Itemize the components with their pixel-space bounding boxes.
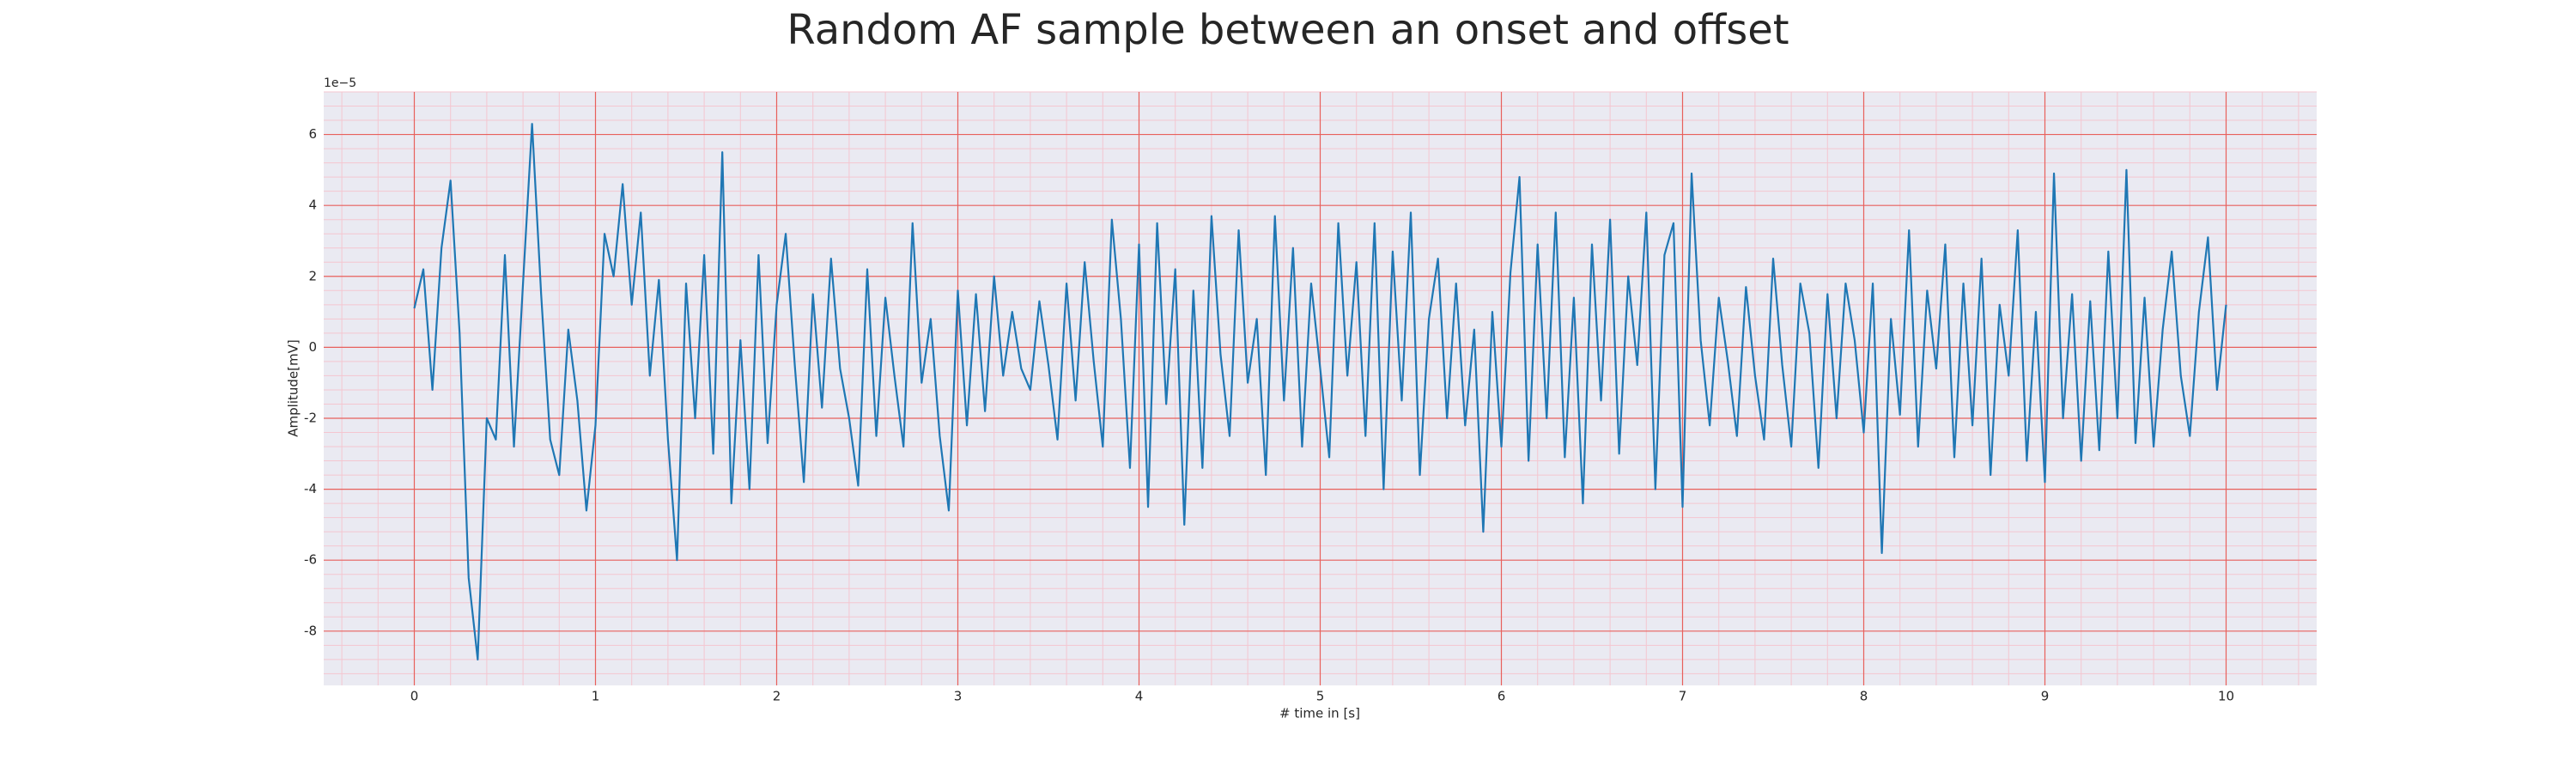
y-offset-text: 1e−5	[324, 76, 356, 90]
y-tick-label: -2	[304, 410, 317, 425]
x-tick-label: 5	[1316, 689, 1325, 704]
y-tick-label: -4	[304, 481, 317, 496]
y-tick-label: -6	[304, 552, 317, 568]
y-tick-label: 0	[308, 339, 317, 355]
x-tick-label: 6	[1498, 689, 1506, 704]
chart-title: Random AF sample between an onset and of…	[787, 6, 1789, 54]
grid	[324, 91, 2317, 685]
x-axis-label: # time in [s]	[1279, 706, 1360, 721]
x-tick-label: 1	[592, 689, 600, 704]
marks	[413, 123, 2227, 660]
x-tick-label: 10	[2218, 689, 2234, 704]
signal-line	[413, 123, 2227, 660]
labels: 0 1 2 3 4 5 6 7 8 9 10 -8 -6 -4 -2 0 2 4 6	[304, 126, 2234, 703]
x-tick-label: 7	[1679, 689, 1687, 704]
y-axis-label: Amplitude[mV]	[286, 339, 301, 436]
x-tick-label: 3	[954, 689, 963, 704]
y-tick-label: -8	[304, 623, 317, 638]
y-tick-label: 6	[308, 126, 317, 142]
y-tick-label: 2	[308, 268, 317, 283]
x-tick-label: 9	[2041, 689, 2050, 704]
x-tick-label: 2	[773, 689, 781, 704]
x-tick-label: 8	[1860, 689, 1868, 704]
x-tick-label: 0	[410, 689, 419, 704]
y-tick-label: 4	[308, 198, 317, 213]
x-tick-label: 4	[1135, 689, 1144, 704]
